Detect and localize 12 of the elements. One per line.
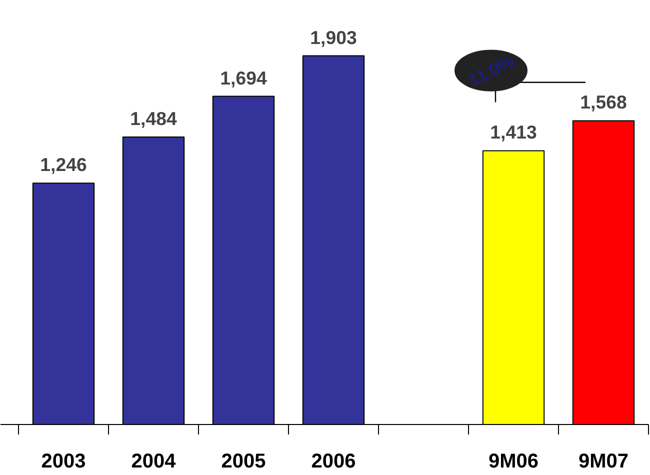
data-label: 1,903 bbox=[310, 26, 357, 48]
x-tick-label: 2005 bbox=[221, 450, 266, 472]
x-tick-label: 2004 bbox=[131, 450, 177, 472]
data-label: 1,413 bbox=[490, 122, 537, 143]
data-label: 1,568 bbox=[580, 92, 627, 113]
data-label: 1,694 bbox=[220, 67, 268, 88]
x-tick-label: 9M07 bbox=[578, 450, 629, 472]
x-tick-label: 9M06 bbox=[488, 450, 539, 472]
data-label: 1,246 bbox=[40, 154, 87, 176]
x-tick-label: 2003 bbox=[41, 450, 86, 472]
x-tick-label: 2006 bbox=[311, 450, 356, 472]
data-label: 1,484 bbox=[130, 108, 178, 129]
